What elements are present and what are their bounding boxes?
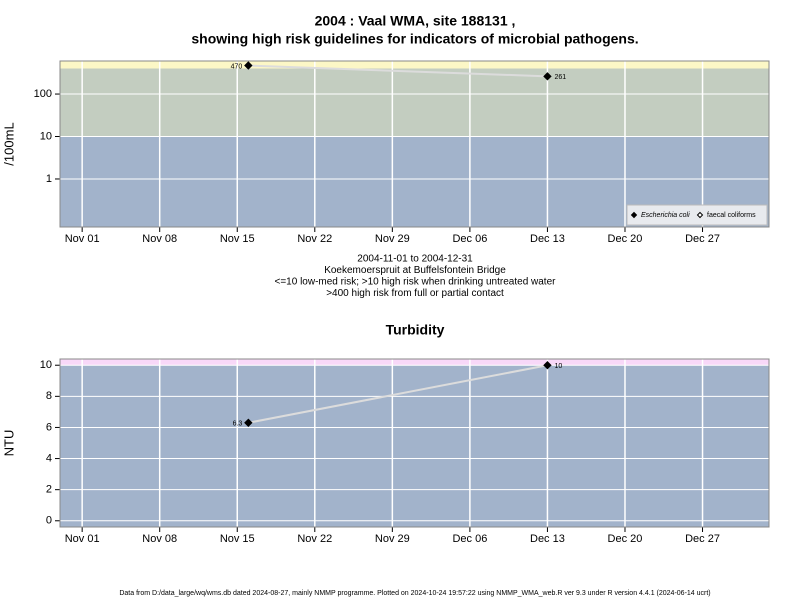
y-tick-label: 2 <box>46 484 52 496</box>
x-tick-label: Dec 27 <box>685 233 720 245</box>
x-tick-label: Nov 08 <box>142 533 177 545</box>
data-label: 261 <box>554 74 566 81</box>
y-tick-label: 100 <box>34 88 52 100</box>
data-label: 6.3 <box>233 421 243 428</box>
x-tick-label: Dec 13 <box>530 533 565 545</box>
y-tick-label: 6 <box>46 421 52 433</box>
risk-band <box>60 365 769 527</box>
series-line <box>248 364 548 424</box>
plot-frame <box>59 358 770 528</box>
risk-band <box>60 68 769 137</box>
x-tick-label: Nov 22 <box>297 233 332 245</box>
x-tick-label: Nov 22 <box>297 533 332 545</box>
chart-title: 2004 : Vaal WMA, site 188131 , <box>315 13 516 29</box>
series-line <box>248 64 548 78</box>
x-tick-label: Nov 08 <box>142 233 177 245</box>
x-tick-label: Nov 29 <box>375 233 410 245</box>
data-point <box>244 61 253 70</box>
x-tick-label: Nov 15 <box>220 533 255 545</box>
y-tick-label: 10 <box>40 359 52 371</box>
footer: Data from D:/data_large/wq/wms.db dated … <box>119 590 710 597</box>
data-point <box>543 72 552 81</box>
caption-line: <=10 low-med risk; >10 high risk when dr… <box>275 277 557 288</box>
x-tick-label: Dec 20 <box>608 533 643 545</box>
y-tick-label: 10 <box>40 130 52 142</box>
x-tick-label: Dec 06 <box>452 233 487 245</box>
legend-label: Escherichia coli <box>641 212 690 219</box>
data-point <box>543 361 552 370</box>
data-point <box>244 418 253 427</box>
legend-marker <box>696 211 704 219</box>
chart-subtitle: showing high risk guidelines for indicat… <box>191 31 638 47</box>
y-tick-label: 0 <box>46 515 52 527</box>
y-axis-label: NTU <box>1 430 16 457</box>
data-label: 470 <box>231 63 243 70</box>
y-tick-label: 4 <box>46 452 52 464</box>
x-tick-label: Nov 01 <box>65 533 100 545</box>
x-tick-label: Nov 15 <box>220 233 255 245</box>
caption-line: Koekemoerspruit at Buffelsfontein Bridge <box>324 265 506 276</box>
legend-marker <box>630 211 638 219</box>
chart-title: Turbidity <box>386 322 445 338</box>
plot-frame <box>59 60 770 228</box>
x-tick-label: Nov 29 <box>375 533 410 545</box>
risk-band <box>60 61 769 69</box>
x-tick-label: Nov 01 <box>65 233 100 245</box>
x-tick-label: Dec 27 <box>685 533 720 545</box>
caption-line: 2004-11-01 to 2004-12-31 <box>357 254 473 265</box>
y-tick-label: 1 <box>46 173 52 185</box>
caption-line: >400 high risk from full or partial cont… <box>326 288 504 299</box>
y-tick-label: 8 <box>46 390 52 402</box>
x-tick-label: Dec 20 <box>608 233 643 245</box>
x-tick-label: Dec 13 <box>530 233 565 245</box>
data-label: 10 <box>554 363 562 370</box>
legend-label: faecal coliforms <box>707 212 756 219</box>
risk-band <box>60 359 769 366</box>
x-tick-label: Dec 06 <box>452 533 487 545</box>
y-axis-label: /100mL <box>1 122 16 165</box>
